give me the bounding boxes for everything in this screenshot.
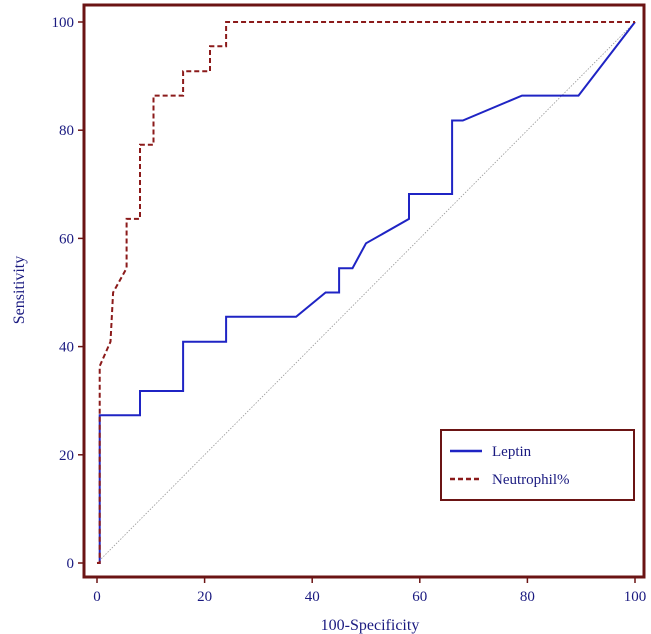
y-tick-label: 80 (59, 123, 74, 139)
y-tick-label: 100 (52, 15, 75, 31)
x-tick-label: 0 (93, 589, 101, 605)
y-tick-label: 60 (59, 231, 74, 247)
x-axis-title: 100-Specificity (321, 617, 420, 634)
legend-box (440, 429, 635, 501)
x-tick-label: 20 (197, 589, 212, 605)
x-tick-label: 80 (520, 589, 535, 605)
y-tick-label: 0 (67, 556, 75, 572)
reference-diagonal (96, 21, 636, 564)
x-tick-label: 40 (305, 589, 320, 605)
leptin-curve (97, 21, 636, 564)
y-tick-label: 40 (59, 340, 74, 356)
y-axis-title: Sensitivity (11, 256, 28, 324)
neutrophil-curve (97, 21, 635, 564)
x-axis-ticks: 0 20 40 60 80 100 (93, 577, 646, 605)
legend-label-leptin: Leptin (492, 444, 532, 460)
series-layer (96, 21, 636, 564)
legend: Leptin Neutrophil% (440, 429, 635, 501)
x-tick-label: 100 (624, 589, 647, 605)
x-tick-label: 60 (412, 589, 427, 605)
y-axis-ticks: 0 20 40 60 80 100 (52, 15, 84, 572)
y-tick-label: 20 (59, 448, 74, 464)
legend-label-neutrophil: Neutrophil% (492, 472, 569, 488)
